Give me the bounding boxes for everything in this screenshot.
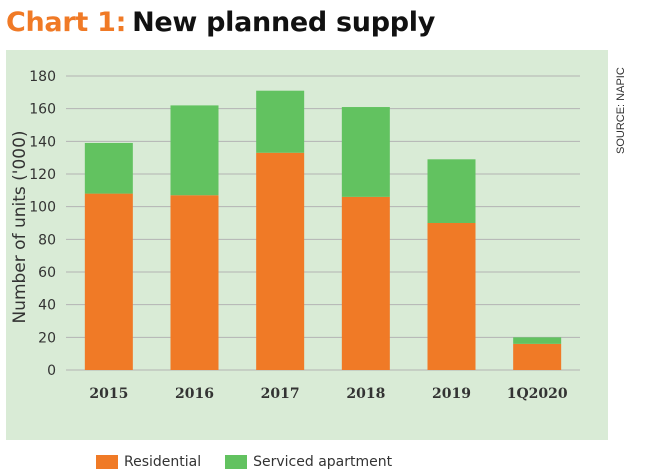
y-tick-label: 20	[38, 330, 56, 346]
y-tick-label: 160	[29, 102, 56, 118]
legend-swatch-residential	[96, 455, 118, 469]
chart-title: Chart 1: New planned supply	[6, 6, 435, 40]
legend-item-serviced-apartment: Serviced apartment	[225, 454, 392, 470]
chart-title-text: New planned supply	[132, 7, 436, 38]
bar-residential-2015	[84, 193, 133, 370]
y-tick-label: 0	[47, 363, 56, 379]
legend-item-residential: Residential	[96, 454, 201, 470]
bar-residential-2016	[170, 195, 219, 370]
x-tick-label: 2019	[432, 386, 471, 402]
bar-serviced-apartment-2017	[256, 90, 305, 153]
stacked-bar-chart: 0 20 40 60 80 100 120 140 160 180 Number of units …	[10, 69, 580, 402]
chart-panel: 0 20 40 60 80 100 120 140 160 180 Number of units …	[6, 50, 608, 470]
bar-serviced-apartment-2016	[170, 105, 219, 196]
bar-serviced-apartment-2018	[341, 107, 390, 197]
bar-serviced-apartment-2015	[84, 142, 133, 194]
x-tick-label: 2015	[89, 386, 128, 402]
x-tick-label: 2018	[346, 386, 385, 402]
bar-serviced-apartment-2019	[427, 159, 476, 223]
source-text: SOURCE: NAPIC	[615, 67, 627, 154]
y-tick-label: 100	[29, 200, 56, 216]
legend-label-serviced-apartment: Serviced apartment	[253, 454, 393, 470]
x-tick-label: 2017	[261, 386, 300, 402]
bar-residential-2019	[427, 223, 476, 370]
x-tick-label: 1Q2020	[507, 386, 568, 402]
bar-residential-2018	[341, 196, 390, 370]
chart-legend: Residential Serviced apartment	[96, 454, 416, 470]
y-tick-label: 120	[29, 167, 56, 183]
bar-residential-1q2020	[513, 343, 562, 370]
chart-title-prefix: Chart 1:	[6, 7, 127, 38]
bar-serviced-apartment-1q2020	[513, 337, 562, 344]
bar-residential-2017	[256, 152, 305, 370]
y-tick-label: 140	[29, 134, 56, 150]
legend-label-residential: Residential	[124, 454, 202, 470]
y-tick-label: 180	[29, 69, 56, 85]
x-tick-label: 2016	[175, 386, 214, 402]
y-tick-label: 40	[38, 298, 56, 314]
y-axis-label: Number of units ('000)	[10, 130, 30, 323]
y-tick-label: 80	[38, 232, 56, 248]
source-note: SOURCE: NAPIC	[613, 50, 629, 160]
y-tick-label: 60	[38, 265, 56, 281]
legend-swatch-serviced-apartment	[225, 455, 248, 469]
